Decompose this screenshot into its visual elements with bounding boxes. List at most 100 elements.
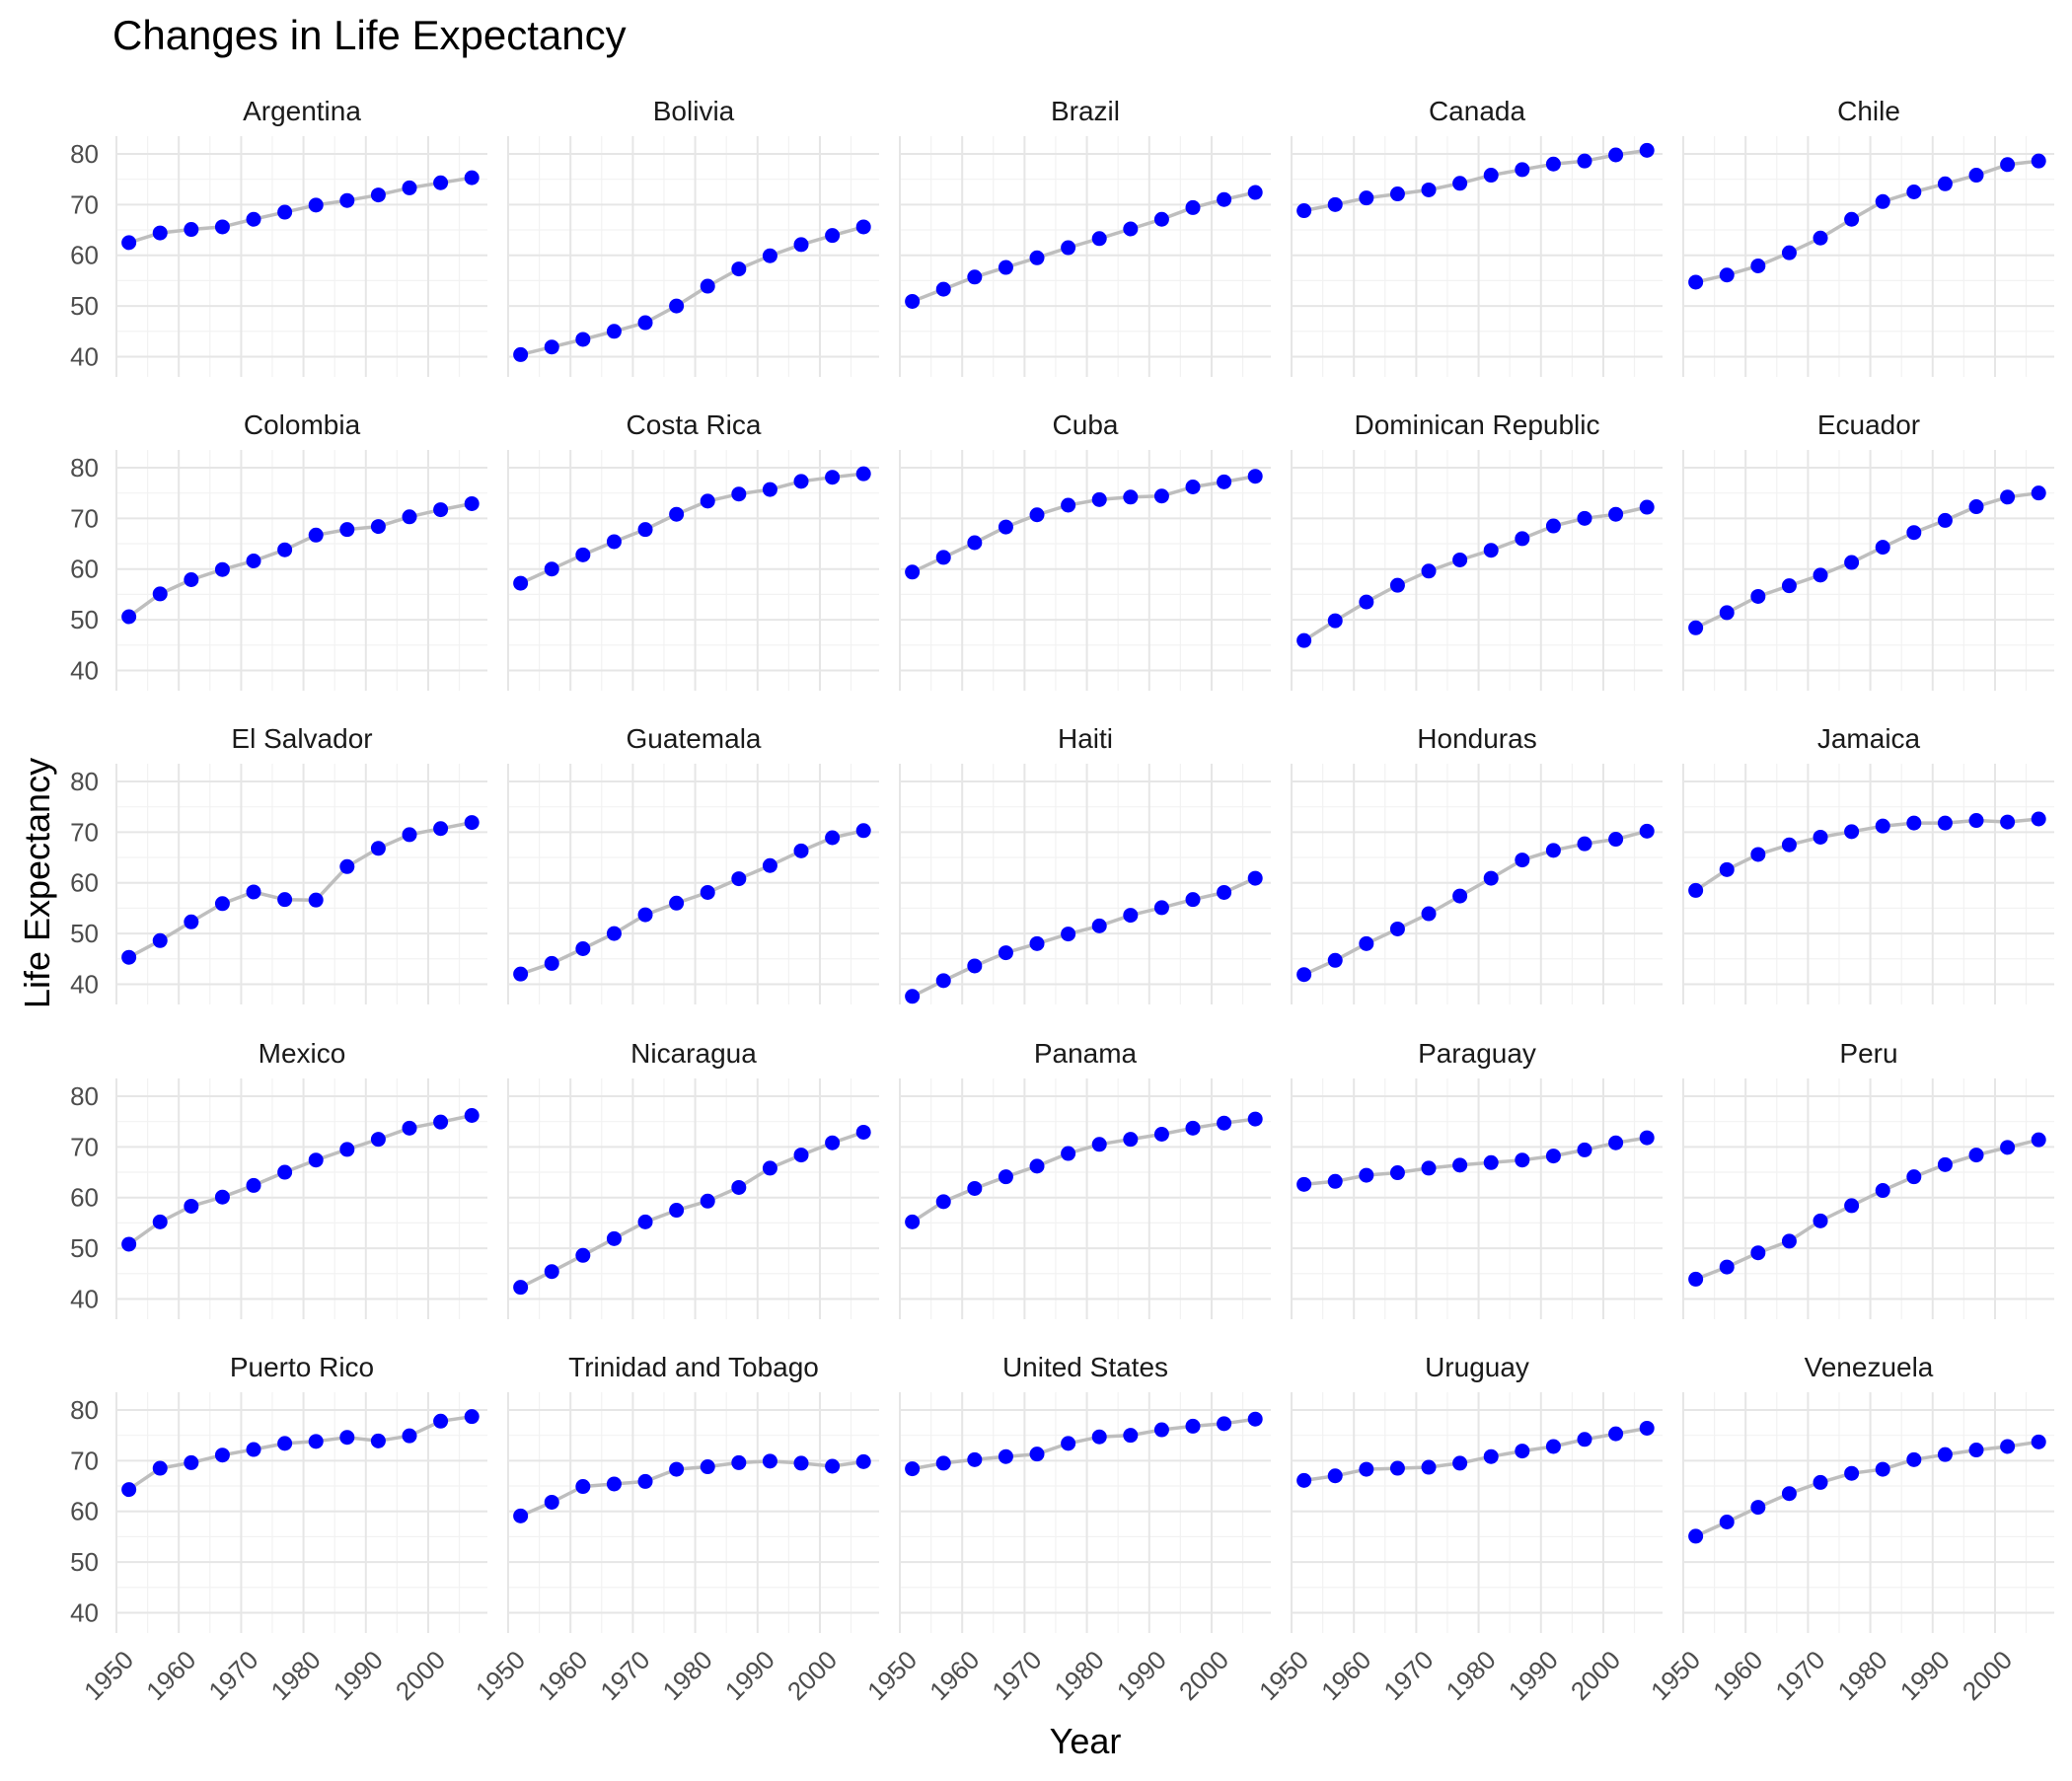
data-point-costa-rica-1977 <box>669 506 685 522</box>
facet-label-cuba: Cuba <box>1053 409 1119 440</box>
data-point-canada-1982 <box>1483 168 1499 184</box>
data-point-colombia-1997 <box>402 509 417 525</box>
data-point-cuba-1977 <box>1061 497 1076 513</box>
data-point-puerto-rico-1952 <box>121 1482 137 1498</box>
data-point-venezuela-1987 <box>1906 1451 1922 1467</box>
data-point-costa-rica-1962 <box>575 547 591 562</box>
data-point-haiti-1982 <box>1091 918 1107 933</box>
facet-label-ecuador: Ecuador <box>1817 409 1920 440</box>
data-point-peru-1967 <box>1781 1233 1797 1249</box>
data-point-costa-rica-2007 <box>855 466 871 482</box>
data-point-haiti-1992 <box>1153 900 1169 916</box>
data-point-venezuela-1952 <box>1688 1528 1704 1544</box>
data-point-costa-rica-1992 <box>762 482 777 497</box>
data-point-bolivia-1952 <box>513 346 529 362</box>
series-line-costa-rica <box>519 472 864 585</box>
data-point-dominican-republic-1967 <box>1389 577 1405 593</box>
data-point-uruguay-1987 <box>1515 1444 1530 1459</box>
data-point-dominican-republic-1962 <box>1359 594 1374 610</box>
data-point-bolivia-2002 <box>825 228 841 244</box>
data-point-paraguay-2002 <box>1608 1135 1624 1150</box>
facet-label-bolivia: Bolivia <box>653 96 735 126</box>
data-point-puerto-rico-1957 <box>152 1460 168 1476</box>
data-point-honduras-2002 <box>1608 832 1624 848</box>
series-line-argentina <box>128 176 473 245</box>
data-point-peru-1962 <box>1750 1245 1766 1261</box>
data-point-el-salvador-1987 <box>339 858 355 874</box>
data-point-puerto-rico-2007 <box>464 1409 480 1425</box>
data-point-cuba-1997 <box>1185 479 1201 494</box>
data-point-argentina-1987 <box>339 192 355 208</box>
data-point-canada-1997 <box>1577 153 1592 169</box>
panel-costa-rica: Costa Rica <box>507 409 879 691</box>
y-tick-label: 60 <box>70 555 99 584</box>
data-point-united-states-1967 <box>998 1448 1013 1464</box>
data-point-puerto-rico-1997 <box>402 1428 417 1444</box>
y-tick-label: 50 <box>70 919 99 948</box>
x-tick-label: 1960 <box>1707 1645 1768 1706</box>
panel-venezuela: Venezuela <box>1682 1352 2054 1633</box>
data-point-united-states-1962 <box>967 1451 983 1467</box>
panel-peru: Peru <box>1682 1038 2054 1319</box>
data-point-brazil-2007 <box>1247 185 1263 200</box>
data-point-venezuela-1972 <box>1813 1474 1828 1490</box>
facet-label-guatemala: Guatemala <box>627 723 762 754</box>
data-point-canada-1957 <box>1327 196 1343 212</box>
data-point-chile-1977 <box>1844 211 1860 227</box>
data-point-honduras-1982 <box>1483 870 1499 886</box>
data-point-argentina-1957 <box>152 225 168 241</box>
data-point-uruguay-1977 <box>1452 1455 1468 1471</box>
data-point-chile-1997 <box>1968 168 1984 184</box>
data-point-chile-1972 <box>1813 230 1828 246</box>
data-point-honduras-1987 <box>1515 853 1530 868</box>
data-point-guatemala-1952 <box>513 966 529 982</box>
data-point-guatemala-1992 <box>762 857 777 873</box>
data-point-trinidad-and-tobago-2002 <box>825 1458 841 1474</box>
facet-label-paraguay: Paraguay <box>1418 1038 1536 1069</box>
x-tick-label: 1970 <box>594 1645 655 1706</box>
data-point-jamaica-1977 <box>1844 824 1860 840</box>
data-point-united-states-2002 <box>1217 1416 1232 1432</box>
x-tick-label: 1980 <box>1832 1645 1893 1706</box>
data-point-uruguay-1952 <box>1296 1472 1312 1488</box>
data-point-mexico-1997 <box>402 1120 417 1136</box>
data-point-chile-1967 <box>1781 245 1797 260</box>
x-tick-label: 1980 <box>265 1645 327 1706</box>
panel-brazil: Brazil <box>899 96 1271 377</box>
data-point-peru-1992 <box>1937 1156 1953 1172</box>
data-point-colombia-2002 <box>433 502 449 518</box>
data-point-bolivia-1997 <box>793 237 809 253</box>
series-line-venezuela <box>1694 1440 2039 1538</box>
y-tick-label: 80 <box>70 1081 99 1111</box>
x-tick-label: 1990 <box>1503 1645 1564 1706</box>
series-line-honduras <box>1302 829 1648 977</box>
panel-canada: Canada <box>1291 96 1663 377</box>
data-point-ecuador-1987 <box>1906 525 1922 541</box>
data-point-colombia-1987 <box>339 522 355 538</box>
data-point-ecuador-1962 <box>1750 588 1766 604</box>
x-tick-label: 1990 <box>1111 1645 1172 1706</box>
data-point-chile-1992 <box>1937 176 1953 191</box>
data-point-uruguay-1992 <box>1545 1439 1561 1454</box>
facet-label-dominican-republic: Dominican Republic <box>1354 409 1599 440</box>
data-point-guatemala-1972 <box>637 907 653 923</box>
x-axis-ticks: 1950 1960 1970 1980 1990 2000 1950 1960 1970 1980… <box>78 1645 2018 1706</box>
data-point-ecuador-1957 <box>1719 605 1735 621</box>
data-point-puerto-rico-1982 <box>308 1434 324 1449</box>
data-point-el-salvador-1967 <box>214 896 230 912</box>
data-point-peru-1982 <box>1875 1183 1890 1199</box>
facet-label-honduras: Honduras <box>1417 723 1536 754</box>
data-point-chile-1957 <box>1719 267 1735 283</box>
data-point-jamaica-1957 <box>1719 861 1735 877</box>
data-point-mexico-1967 <box>214 1189 230 1205</box>
panel-united-states: United States <box>899 1352 1271 1633</box>
data-point-trinidad-and-tobago-1952 <box>513 1508 529 1523</box>
y-tick-label: 40 <box>70 1284 99 1313</box>
data-point-cuba-1967 <box>998 519 1013 535</box>
data-point-united-states-1992 <box>1153 1422 1169 1438</box>
data-point-chile-1982 <box>1875 193 1890 209</box>
y-tick-label: 60 <box>70 868 99 898</box>
data-point-costa-rica-1952 <box>513 575 529 591</box>
data-point-dominican-republic-1952 <box>1296 632 1312 648</box>
